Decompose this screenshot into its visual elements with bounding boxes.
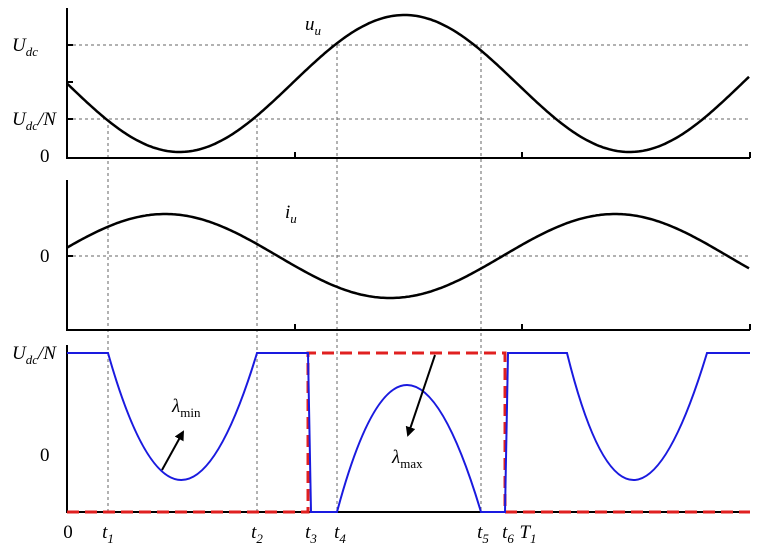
lambda-label: λmax: [391, 447, 423, 471]
y-label: Udc: [12, 35, 38, 59]
label-part: min: [180, 405, 201, 420]
label-part: U: [12, 35, 27, 56]
label-part: /N: [37, 343, 57, 364]
label-part: max: [400, 456, 423, 471]
lambda-min-curve: [67, 352, 750, 513]
label-part: 0: [40, 246, 50, 267]
label-part: t: [305, 522, 311, 543]
label-part: 1: [107, 531, 114, 546]
time-label: t2: [251, 522, 263, 546]
time-label: t6: [502, 522, 514, 546]
label-part: 2: [256, 531, 263, 546]
label-part: λ: [171, 396, 180, 417]
y-label: Udc/N: [12, 109, 57, 133]
arrow: [405, 354, 436, 437]
label-part: dc: [26, 352, 39, 367]
curve-label: iu: [285, 202, 297, 226]
label-part: 6: [507, 531, 514, 546]
u-curve: [66, 13, 750, 154]
time-label: t1: [102, 522, 114, 546]
curve-label: uu: [305, 14, 322, 38]
y-label: Udc/N: [12, 343, 57, 367]
i-curve: [66, 212, 750, 300]
label-part: u: [305, 14, 315, 35]
label-part: dc: [26, 118, 39, 133]
arrow: [161, 430, 184, 471]
label-part: 0: [63, 522, 73, 543]
label-part: u: [290, 211, 297, 226]
label-part: U: [12, 109, 27, 130]
label-part: 4: [339, 531, 346, 546]
label-part: 1: [530, 531, 537, 546]
guides: [67, 44, 750, 512]
axes: [66, 8, 751, 513]
label-part: t: [102, 522, 108, 543]
lambda-max-curve: [67, 351, 750, 514]
label-part: i: [285, 202, 290, 223]
label-part: 0: [40, 445, 50, 466]
y-label: 0: [40, 146, 50, 167]
y-label: 0: [40, 445, 50, 466]
time-label: T1: [519, 522, 536, 546]
label-part: 3: [309, 531, 317, 546]
label-part: 5: [482, 531, 489, 546]
label-part: u: [315, 23, 322, 38]
label-part: T: [519, 522, 531, 543]
label-part: t: [251, 522, 257, 543]
label-part: λ: [391, 447, 400, 468]
time-label: t5: [477, 522, 489, 546]
time-label: t3: [305, 522, 317, 546]
time-label: t4: [334, 522, 346, 546]
label-part: t: [477, 522, 483, 543]
label-part: /N: [37, 109, 57, 130]
y-label: 0: [40, 246, 50, 267]
label-part: dc: [26, 44, 39, 59]
label-part: t: [502, 522, 508, 543]
label-part: 0: [40, 146, 50, 167]
lambda-label: λmin: [171, 396, 201, 420]
label-part: U: [12, 343, 27, 364]
label-part: t: [334, 522, 340, 543]
time-label: 0: [63, 522, 73, 543]
